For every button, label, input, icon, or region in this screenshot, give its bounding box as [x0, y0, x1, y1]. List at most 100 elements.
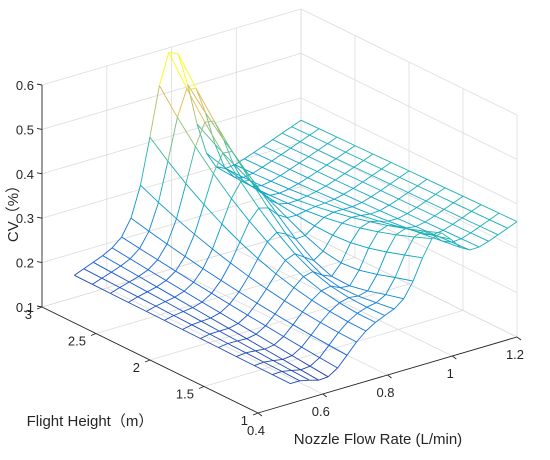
mesh-segment: [272, 132, 283, 140]
grid-line: [149, 283, 410, 361]
mesh-segment: [74, 274, 93, 285]
mesh-segment: [360, 213, 371, 216]
mesh-segment: [111, 265, 121, 273]
mesh-segment: [165, 301, 184, 312]
mesh-segment: [361, 202, 380, 212]
mesh-segment: [379, 210, 398, 220]
mesh-segment: [353, 187, 372, 198]
mesh-segment: [407, 192, 427, 202]
mesh-segment: [156, 280, 167, 288]
mesh-segment: [414, 230, 434, 236]
mesh-segment: [349, 269, 360, 287]
mesh-segment: [230, 241, 241, 264]
mesh-segment: [219, 327, 229, 332]
mesh-segment: [256, 302, 276, 315]
mesh-segment: [213, 120, 233, 152]
mesh-segment: [203, 204, 223, 225]
mesh-segment: [304, 225, 315, 236]
mesh-segment: [395, 277, 414, 282]
mesh-segment: [461, 238, 480, 248]
mesh-segment: [273, 336, 284, 346]
mesh-segment: [253, 145, 264, 153]
mesh-segment: [360, 214, 380, 222]
mesh-segment: [407, 185, 418, 193]
z-tick-label: 0.1: [16, 300, 34, 315]
mesh-segment: [380, 183, 391, 191]
mesh-segment: [292, 324, 312, 336]
mesh-segment: [158, 161, 169, 203]
mesh-segment: [442, 240, 461, 248]
mesh-segment: [209, 330, 220, 335]
mesh-segment: [293, 276, 304, 288]
mesh-segment: [272, 139, 291, 149]
mesh-segment: [385, 277, 396, 295]
mesh-segment: [191, 324, 211, 335]
mesh-segment: [224, 166, 243, 181]
mesh-segment: [322, 274, 332, 277]
mesh-segment: [311, 299, 331, 312]
mesh-segment: [298, 177, 309, 185]
mesh-segment: [322, 234, 333, 252]
mesh-segment: [277, 214, 288, 219]
mesh-segment: [300, 369, 319, 381]
mesh-segment: [388, 198, 399, 206]
mesh-segment: [284, 287, 295, 301]
mesh-segment: [378, 220, 398, 227]
mesh-segment: [344, 166, 355, 174]
mesh-segment: [312, 271, 332, 287]
mesh-segment: [237, 340, 256, 352]
mesh-segment: [201, 317, 211, 322]
mesh-segment: [317, 143, 328, 151]
mesh-segment: [339, 302, 358, 314]
mesh-segment: [461, 210, 472, 219]
mesh-segment: [386, 251, 405, 256]
mesh-segment: [358, 247, 370, 271]
mesh-segment: [196, 123, 216, 145]
mesh-segment: [313, 250, 324, 261]
mesh-segment: [318, 128, 338, 138]
mesh-segment: [202, 248, 213, 269]
mesh-segment: [129, 258, 149, 271]
mesh-segment: [267, 207, 287, 235]
mesh-segment: [218, 347, 237, 358]
mesh-segment: [332, 222, 343, 236]
mesh-segment: [301, 334, 312, 348]
mesh-segment: [327, 367, 338, 378]
x-tick-mark: [257, 412, 263, 417]
mesh-segment: [363, 153, 374, 161]
mesh-segment: [413, 236, 433, 240]
mesh-segment: [341, 216, 352, 224]
mesh-segment: [389, 204, 408, 215]
mesh-segment: [247, 302, 258, 316]
mesh-segment: [316, 191, 335, 200]
mesh-segment: [74, 268, 85, 276]
mesh-segment: [426, 178, 446, 189]
mesh-segment: [342, 208, 362, 216]
mesh-segment: [316, 164, 327, 172]
mesh-segment: [399, 176, 418, 187]
mesh-segment: [287, 199, 298, 204]
mesh-segment: [268, 199, 288, 219]
mesh-segment: [339, 297, 350, 304]
y-tick-mark: [144, 359, 151, 363]
mesh-segment: [398, 192, 409, 200]
mesh-segment: [147, 259, 158, 271]
mesh-segment: [424, 215, 435, 223]
mesh-segment: [291, 119, 302, 128]
mesh-segment: [205, 112, 216, 145]
mesh-segment: [320, 311, 331, 323]
mesh-segment: [275, 260, 286, 275]
mesh-segment: [344, 173, 363, 183]
x-tick-label: 0.6: [312, 404, 330, 419]
mesh-segment: [350, 227, 361, 243]
z-axis-label: CV（%）: [5, 178, 22, 242]
mesh-segment: [291, 355, 311, 367]
mesh-segment: [231, 151, 251, 181]
mesh-segment: [301, 346, 320, 358]
mesh-segment: [273, 360, 292, 371]
mesh-segment: [282, 359, 301, 371]
mesh-segment: [147, 286, 157, 293]
mesh-segment: [294, 253, 314, 272]
mesh-segment: [259, 189, 279, 215]
